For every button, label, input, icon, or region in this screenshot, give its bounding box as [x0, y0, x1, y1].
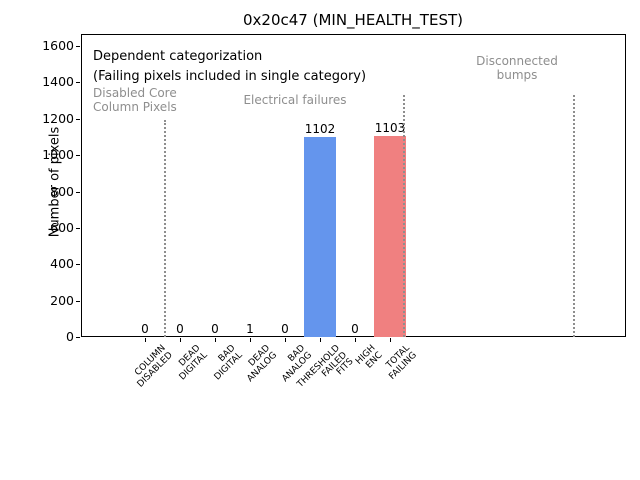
y-tick-mark [76, 118, 80, 120]
section-label-electrical-failures: Electrical failures [243, 93, 347, 107]
divider-dotted-line [164, 120, 166, 337]
y-tick-label: 0 [66, 329, 74, 344]
y-tick-mark [76, 82, 80, 84]
bar-value-label: 0 [176, 322, 184, 336]
x-tick-mark [180, 338, 181, 342]
x-tick-label: BAD DIGITAL [212, 343, 245, 382]
x-tick-label: TOTAL FAILING [385, 343, 420, 382]
plot-area [81, 34, 626, 337]
x-tick-mark [390, 338, 391, 342]
x-tick-label: HIGH ENC [353, 343, 385, 371]
divider-dotted-line [573, 95, 575, 337]
bar-value-label: 0 [141, 322, 149, 336]
y-tick-label: 400 [50, 256, 74, 272]
y-tick-mark [76, 191, 80, 193]
y-tick-label: 1400 [42, 74, 74, 90]
section-label-disconnected-bumps: Disconnected bumps [476, 54, 558, 82]
y-tick-mark [76, 337, 80, 338]
x-tick-mark [145, 338, 146, 342]
bar-value-label: 0 [281, 322, 289, 336]
section-label-disabled-core: Disabled Core Column Pixels [93, 86, 177, 114]
bar [374, 136, 406, 337]
x-tick-label: COLUMN DISABLED [132, 343, 175, 390]
bar-value-label: 1 [246, 322, 254, 336]
bar [304, 136, 336, 337]
x-tick-mark [285, 338, 286, 342]
bar-value-label: 0 [351, 322, 359, 336]
chart-title: 0x20c47 (MIN_HEALTH_TEST) [243, 11, 463, 29]
bar-value-label: 1103 [374, 121, 406, 136]
bar-value-label: 0 [211, 322, 219, 336]
y-tick-label: 1600 [42, 38, 74, 53]
x-tick-mark [215, 338, 216, 342]
y-tick-label: 600 [50, 219, 74, 235]
x-tick-label: DEAD ANALOG [245, 343, 280, 384]
y-tick-label: 200 [50, 292, 74, 308]
x-tick-mark [355, 338, 356, 342]
y-tick-mark [76, 264, 80, 266]
y-tick-label: 800 [50, 183, 74, 199]
bar-value-label: 1102 [304, 121, 336, 136]
y-tick-label: 1200 [42, 110, 74, 126]
y-tick-mark [76, 155, 80, 157]
divider-dotted-line [403, 95, 405, 337]
x-tick-mark [320, 338, 321, 342]
annotation-heading-line: (Failing pixels included in single categ… [93, 69, 367, 84]
x-tick-label: DEAD DIGITAL [177, 343, 210, 382]
x-tick-mark [250, 338, 251, 342]
y-tick-mark [76, 300, 80, 302]
y-tick-mark [76, 227, 80, 229]
y-tick-label: 1000 [42, 147, 74, 163]
annotation-heading-line: Dependent categorization [93, 49, 263, 64]
y-tick-mark [76, 46, 80, 47]
